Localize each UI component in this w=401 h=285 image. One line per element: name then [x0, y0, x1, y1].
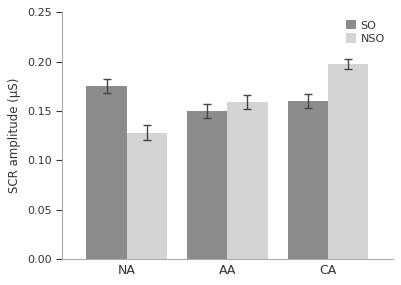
Bar: [127, 133, 167, 259]
Legend: SO, NSO: SO, NSO: [344, 18, 387, 46]
Y-axis label: SCR amplitude (μS): SCR amplitude (μS): [8, 78, 21, 193]
Bar: [227, 102, 267, 259]
Bar: [187, 111, 227, 259]
Bar: [328, 64, 368, 259]
Bar: [288, 101, 328, 259]
Bar: [87, 86, 127, 259]
